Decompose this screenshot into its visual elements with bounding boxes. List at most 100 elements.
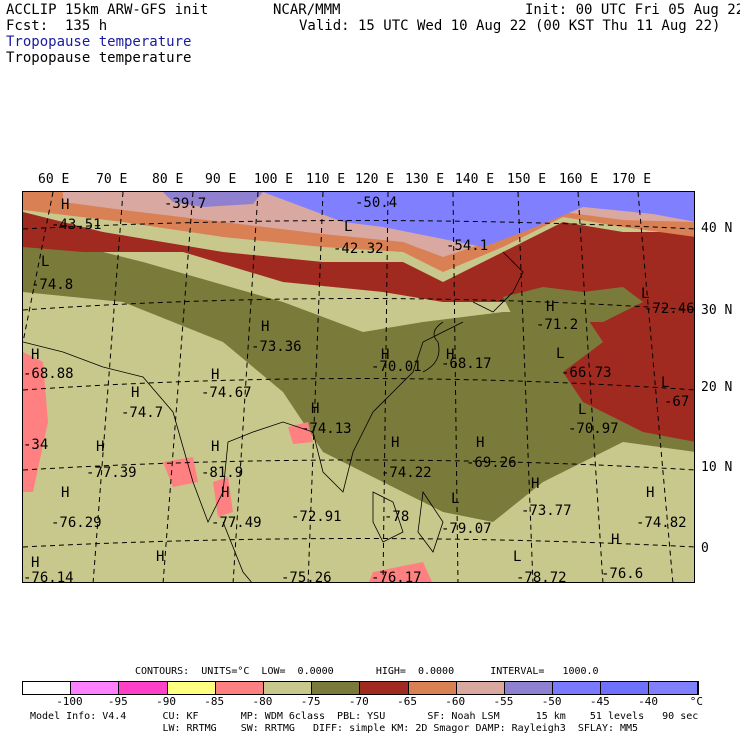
temperature-label: -75.26: [281, 570, 332, 583]
high-marker: H: [211, 367, 220, 383]
field-title: Tropopause temperature: [6, 50, 192, 66]
temperature-label: -34: [23, 437, 49, 453]
high-marker: H: [211, 439, 220, 455]
lat-label: 30 N: [701, 303, 733, 318]
high-marker: H: [646, 485, 655, 501]
region-lavender: [163, 192, 263, 207]
region-salmon-south: [368, 562, 433, 582]
region-salmon-bay: [213, 477, 233, 517]
high-marker: H: [31, 347, 40, 363]
colorbar-bin: [23, 682, 72, 694]
lon-label: 170 E: [612, 172, 652, 187]
low-marker: L: [41, 254, 50, 270]
region-salmon-west: [23, 352, 48, 492]
colorbar-bin: [504, 682, 554, 694]
temperature-label: -81.9: [201, 465, 244, 481]
center-label: NCAR/MMM: [273, 2, 341, 18]
colorbar-bin: [649, 682, 698, 694]
temperature-label: -54.1: [446, 238, 489, 254]
region-red-brown: [23, 212, 694, 442]
colorbar-tick: -75: [300, 695, 321, 708]
high-marker: H: [531, 476, 540, 492]
lon-label: 60 E: [38, 172, 70, 187]
region-olive-west: [23, 252, 163, 292]
colorbar-bin: [408, 682, 457, 694]
contours-info: CONTOURS: UNITS=°C LOW= 0.0000 HIGH= 0.0…: [135, 666, 599, 677]
temperature-label: -50.4: [355, 195, 398, 211]
temperature-label: -73.36: [251, 339, 302, 355]
lon-label: 90 E: [205, 172, 237, 187]
high-marker: H: [391, 435, 400, 451]
temperature-label: -74.7: [121, 405, 164, 421]
colorbar-bin: [601, 682, 650, 694]
temperature-label: -76.29: [51, 515, 102, 531]
temperature-label: -76.14: [23, 570, 74, 583]
temperature-label: -66.73: [561, 365, 612, 381]
lon-label: 150 E: [507, 172, 547, 187]
lon-label: 130 E: [405, 172, 445, 187]
model-info-line1: Model Info: V4.4 CU: KF MP: WDM 6class P…: [30, 711, 699, 722]
colorbar-bin: [167, 682, 216, 694]
colorbar-tick: -55: [493, 695, 514, 708]
low-marker: L: [451, 491, 460, 507]
colorbar-bin: [119, 682, 168, 694]
lat-label: 0: [701, 541, 709, 556]
model-info-line2: LW: RRTMG SW: RRTMG DIFF: simple KM: 2D …: [30, 723, 639, 734]
colorbar-tick: -60: [445, 695, 466, 708]
temperature-label: -79.07: [441, 521, 492, 537]
init-time: Init: 00 UTC Fri 05 Aug 22: [525, 2, 740, 18]
high-marker: H: [546, 299, 555, 315]
temperature-label: -78.72: [516, 570, 567, 583]
colorbar-bin: [215, 682, 264, 694]
temperature-label: -74.22: [381, 465, 432, 481]
map-svg: [23, 192, 694, 582]
lat-label: 20 N: [701, 380, 733, 395]
temperature-label: -74.13: [301, 421, 352, 437]
colorbar-bin: [71, 682, 120, 694]
colorbar-tick: -95: [107, 695, 128, 708]
lon-label: 70 E: [96, 172, 128, 187]
lon-label: 120 E: [355, 172, 395, 187]
lon-label: 160 E: [559, 172, 599, 187]
high-marker: H: [381, 347, 390, 363]
temperature-label: -73.77: [521, 503, 572, 519]
colorbar-tick: -50: [541, 695, 562, 708]
temperature-label: -39.7: [164, 196, 207, 212]
colorbar-bin: [456, 682, 505, 694]
temperature-label: -43.51: [51, 217, 102, 233]
lat-label: 10 N: [701, 460, 733, 475]
temperature-label: -68.17: [441, 356, 492, 372]
colorbar-tick: °C: [689, 695, 704, 708]
temperature-label: -77.39: [86, 465, 137, 481]
low-marker: L: [513, 549, 522, 565]
model-title: ACCLIP 15km ARW-GFS init: [6, 2, 209, 18]
temperature-label: -76.17: [371, 570, 422, 583]
colorbar-tick: -80: [252, 695, 273, 708]
temperature-label: -77.49: [211, 515, 262, 531]
colorbar-tick: -65: [397, 695, 417, 708]
temperature-label: -68.88: [23, 366, 74, 382]
high-marker: H: [476, 435, 485, 451]
high-marker: H: [61, 485, 70, 501]
temperature-label: -71.2: [536, 317, 579, 333]
temperature-label: -74.8: [31, 277, 74, 293]
temperature-label: -69.26: [466, 455, 517, 471]
temperature-label: -72.46: [644, 301, 695, 317]
temperature-label: -76.6: [601, 566, 644, 582]
region-olive-patch: [503, 287, 643, 322]
colorbar-bin: [553, 682, 602, 694]
colorbar-bin: [263, 682, 313, 694]
lon-label: 140 E: [455, 172, 495, 187]
lat-label: 40 N: [701, 221, 733, 236]
low-marker: L: [344, 219, 353, 235]
lon-label: 80 E: [152, 172, 184, 187]
valid-time: Valid: 15 UTC Wed 10 Aug 22 (00 KST Thu …: [299, 18, 721, 34]
high-marker: H: [261, 319, 270, 335]
temperature-label: -70.01: [371, 359, 422, 375]
low-marker: L: [641, 286, 650, 302]
colorbar-tick: -45: [589, 695, 610, 708]
coastlines: [23, 251, 524, 582]
temperature-label: -78: [384, 509, 410, 525]
lon-label: 100 E: [254, 172, 294, 187]
high-marker: H: [221, 485, 230, 501]
